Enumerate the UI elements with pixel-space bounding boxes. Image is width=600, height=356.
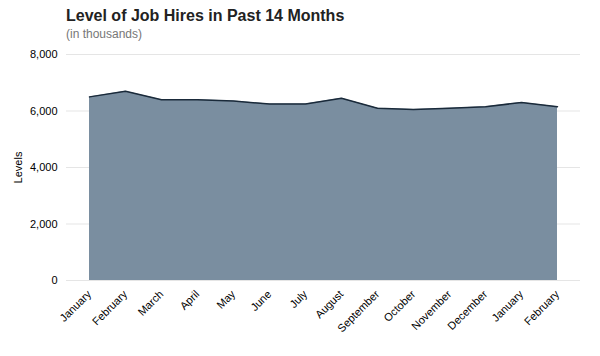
svg-text:July: July xyxy=(287,287,310,310)
svg-text:November: November xyxy=(409,287,454,333)
svg-text:February: February xyxy=(90,287,130,327)
svg-text:September: September xyxy=(335,288,382,335)
svg-text:0: 0 xyxy=(51,274,57,286)
svg-text:June: June xyxy=(248,288,273,313)
svg-text:October: October xyxy=(381,288,417,324)
svg-text:January: January xyxy=(489,287,526,324)
svg-text:4,000: 4,000 xyxy=(30,161,58,173)
html-text:Level of Job Hires in Past 14: Level of Job Hires in Past 14 Months xyxy=(66,7,345,24)
svg-text:December: December xyxy=(445,288,490,333)
svg-text:August: August xyxy=(313,288,346,321)
svg-text:Levels: Levels xyxy=(12,151,24,183)
svg-text:8,000: 8,000 xyxy=(30,48,58,60)
html-text:(in thousands): (in thousands) xyxy=(66,27,142,41)
svg-text:January: January xyxy=(57,287,94,324)
svg-text:April: April xyxy=(177,288,201,312)
svg-text:2,000: 2,000 xyxy=(30,218,58,230)
svg-text:March: March xyxy=(135,288,165,318)
svg-text:6,000: 6,000 xyxy=(30,105,58,117)
svg-text:May: May xyxy=(214,287,238,311)
svg-text:February: February xyxy=(522,287,562,327)
